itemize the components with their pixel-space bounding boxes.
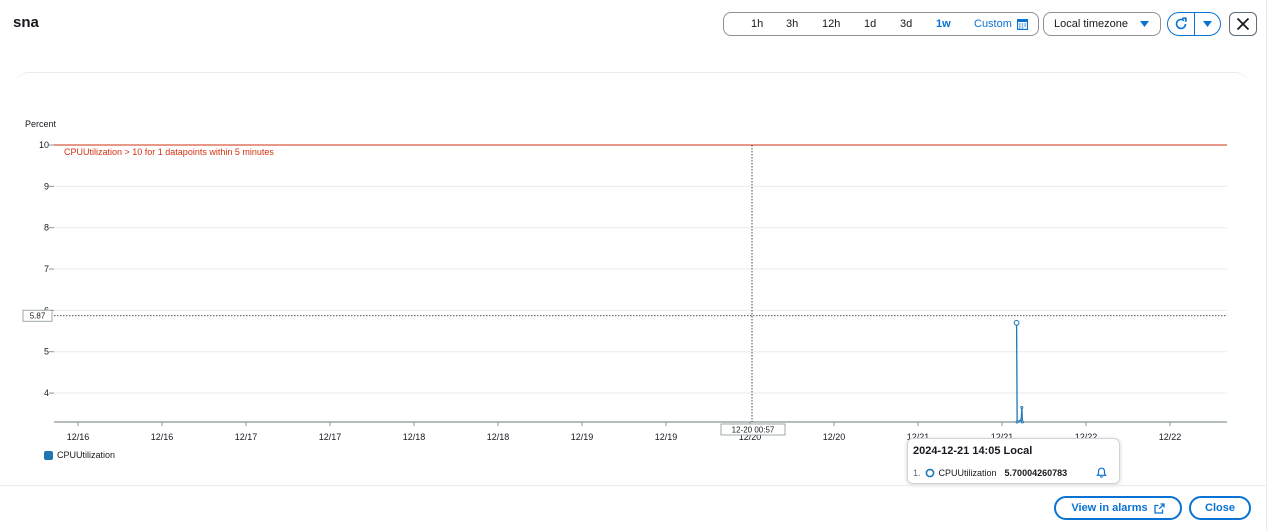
external-link-icon (1153, 502, 1165, 514)
y-tick-label: 10 (39, 140, 49, 150)
x-tick-label: 12/16 (67, 432, 90, 442)
timezone-select[interactable]: Local timezone (1043, 12, 1161, 36)
custom-label: Custom (974, 18, 1012, 30)
view-in-alarms-button[interactable]: View in alarms (1054, 496, 1182, 520)
caret-down-icon (1140, 21, 1149, 27)
grid-layer (54, 185, 1227, 394)
custom-range-button[interactable]: Custom (974, 18, 1028, 30)
tooltip-index: 1. (913, 467, 921, 478)
data-point (1019, 418, 1023, 422)
range-1w[interactable]: 1w (936, 18, 951, 30)
legend[interactable]: CPUUtilization (44, 450, 115, 460)
series-layer (1013, 319, 1024, 424)
x-tick-label: 12/20 (823, 432, 846, 442)
range-12h[interactable]: 12h (822, 18, 841, 30)
x-tick-label: 12/21 (907, 432, 930, 442)
tooltip-value: 5.70004260783 (1004, 467, 1068, 478)
y-tick-label: 8 (44, 223, 49, 233)
x-tick-label: 12/19 (655, 432, 678, 442)
data-point (1015, 420, 1019, 424)
range-3h[interactable]: 3h (786, 18, 799, 30)
button-divider (1193, 12, 1195, 36)
x-tick-label: 12/18 (487, 432, 510, 442)
range-1d[interactable]: 1d (864, 18, 877, 30)
chart-panel (13, 72, 1251, 493)
refresh-button-group (1167, 12, 1221, 36)
close-modal-button[interactable] (1229, 12, 1257, 36)
page-title: sna (13, 14, 39, 31)
refresh-icon (1175, 17, 1187, 30)
x-tick-label: 12/21 (991, 432, 1014, 442)
tooltip-title: 2024-12-21 14:05 Local (913, 445, 1033, 457)
data-point (1020, 406, 1024, 410)
y-tick-label: 9 (44, 181, 49, 191)
series-marker-icon (925, 468, 934, 477)
timezone-label: Local timezone (1054, 18, 1128, 30)
x-tick-layer: 12/16 12/16 12/17 12/17 12/18 12/18 12/19 12/19… (67, 422, 1182, 442)
x-tick-label: 12/18 (403, 432, 426, 442)
y-tick-label: 5 (44, 347, 49, 357)
legend-label: CPUUtilization (57, 450, 116, 460)
chart-svg: Percent 45678910 12/1612/1612/1712/1712/… (22, 119, 1227, 442)
x-tick-label: 12/22 (1075, 432, 1098, 442)
x-tick-label: 12/20 (739, 432, 762, 442)
view-in-alarms-label: View in alarms (1071, 502, 1148, 514)
footer-divider (0, 485, 1266, 486)
tooltip-metric: CPUUtilization (938, 467, 997, 478)
legend-swatch (44, 450, 53, 460)
crosshair-x-badge: 12-20 00:57 (720, 423, 786, 436)
close-button[interactable]: Close (1189, 496, 1251, 520)
refresh-options-button[interactable] (1195, 13, 1221, 35)
x-tick-label: 12/22 (1159, 432, 1182, 442)
time-range-selector: 1h 3h 12h 1d 3d 1w Custom (723, 12, 1039, 36)
data-point (1020, 420, 1024, 424)
crosshair-x-value: 12-20 00:57 (732, 426, 775, 435)
y-axis-label: Percent (25, 119, 57, 129)
range-3d[interactable]: 3d (900, 18, 913, 30)
y-tick-layer: 45678910 (39, 140, 54, 398)
crosshair-y-badge: 5.87 (22, 309, 53, 322)
x-tick-label: 12/17 (235, 432, 258, 442)
caret-down-icon (1202, 21, 1212, 27)
calendar-icon (1016, 18, 1028, 30)
y-tick-label: 7 (44, 264, 49, 274)
tooltip-row: 1. CPUUtilization 5.70004260783 (913, 467, 1113, 478)
refresh-button[interactable] (1168, 13, 1194, 35)
range-1h[interactable]: 1h (751, 18, 764, 30)
crosshair-y-value: 5.87 (30, 312, 46, 321)
x-tick-label: 12/19 (571, 432, 594, 442)
datapoint-tooltip: 2024-12-21 14:05 Local 1. CPUUtilization… (907, 438, 1120, 484)
x-tick-label: 12/16 (151, 432, 174, 442)
x-tick-label: 12/17 (319, 432, 342, 442)
close-icon (1236, 17, 1250, 31)
y-tick-label: 4 (44, 388, 49, 398)
threshold-label: CPUUtilization > 10 for 1 datapoints wit… (64, 147, 274, 157)
data-point (1013, 319, 1020, 326)
bell-icon[interactable] (1096, 467, 1107, 478)
